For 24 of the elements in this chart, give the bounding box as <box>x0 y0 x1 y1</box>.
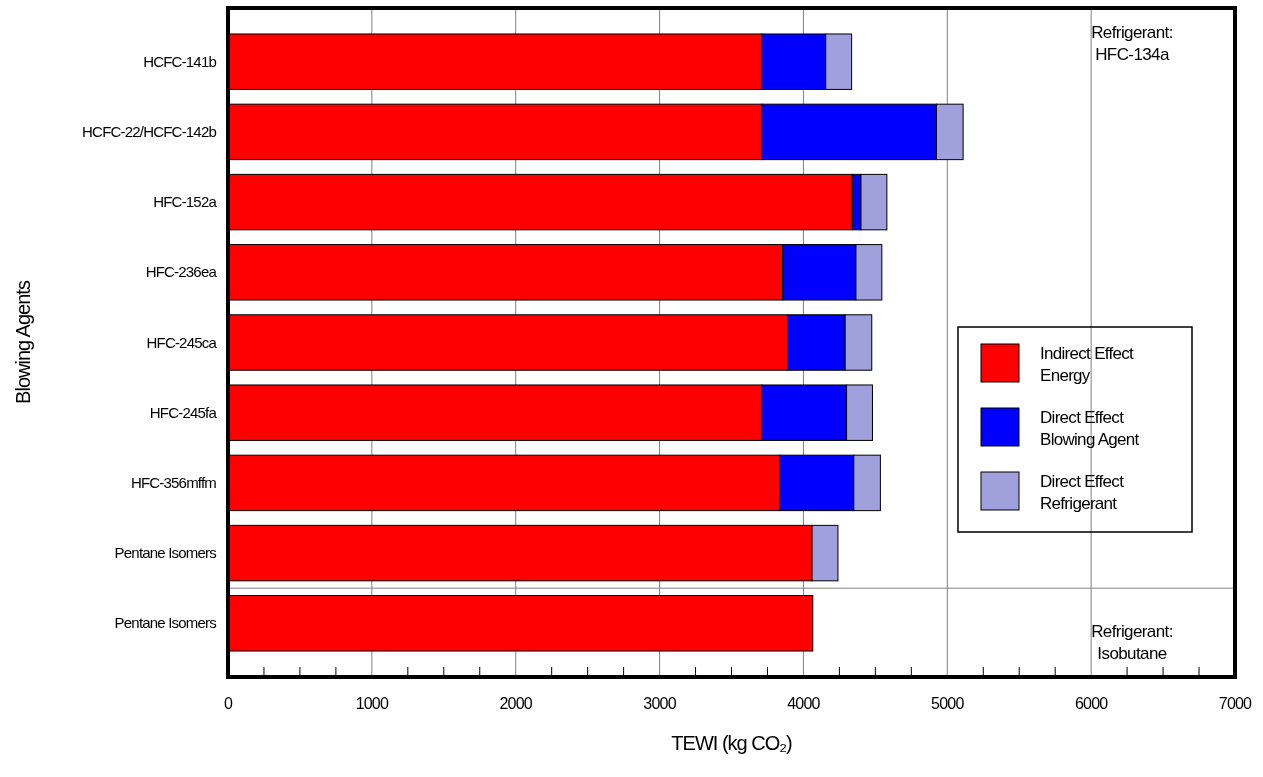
legend-label: Direct Effect Blowing Agent <box>1040 408 1140 449</box>
x-tick-label: 2000 <box>499 695 533 712</box>
y-tick-label: HCFC-22/HCFC-142b <box>82 122 217 140</box>
x-tick-label: 1000 <box>355 695 389 712</box>
y-axis-title: Blowing Agents <box>12 280 34 404</box>
annotation: Refrigerant: Isobutane <box>1091 622 1173 663</box>
x-tick-label: 3000 <box>643 695 677 712</box>
y-tick-label: HFC-236ea <box>145 263 218 281</box>
y-tick-label: HFC-245fa <box>149 403 218 421</box>
x-tick-label: 6000 <box>1074 695 1109 712</box>
x-tick-label: 7000 <box>1218 695 1253 712</box>
x-tick-label: 5000 <box>931 695 965 712</box>
y-tick-label: HFC-152a <box>153 193 218 211</box>
legend-label: Direct Effect Refrigerant <box>1040 472 1128 513</box>
y-tick-label: HCFC-141b <box>143 52 217 70</box>
y-tick-label: Pentane Isomers <box>114 614 217 632</box>
x-axis-title: TEWI (kg CO₂) <box>671 732 792 754</box>
y-tick-label: HFC-245ca <box>146 333 218 351</box>
annotation: Refrigerant: HFC-134a <box>1091 23 1173 64</box>
y-tick-label: Pentane Isomers <box>114 544 217 562</box>
x-tick-label: 4000 <box>787 695 821 712</box>
y-tick-label: HFC-356mffm <box>130 473 217 491</box>
legend-label: Indirect Effect Energy <box>1040 344 1138 385</box>
x-tick-label: 0 <box>223 695 233 712</box>
